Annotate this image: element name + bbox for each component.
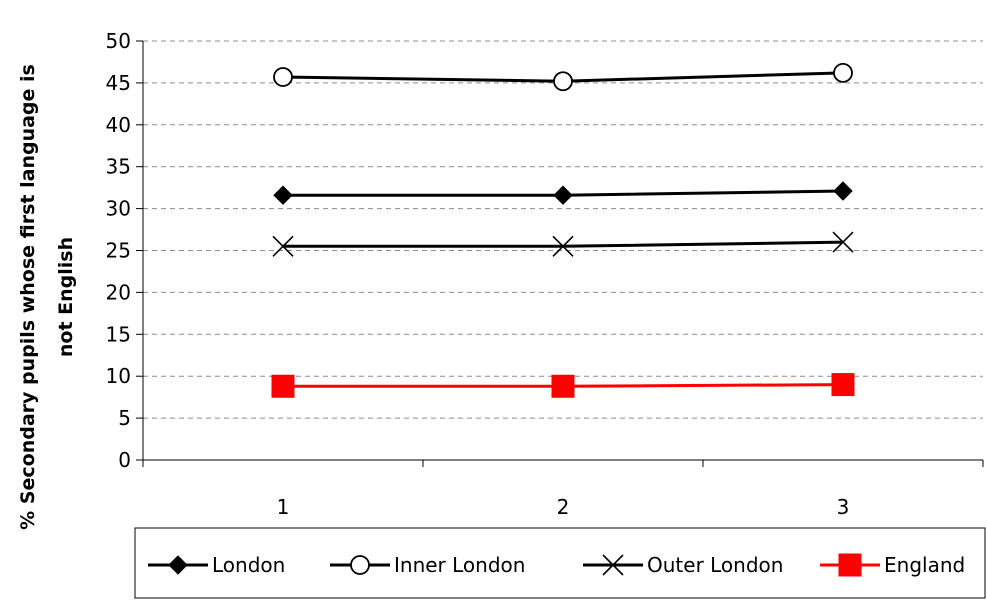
legend: London Inner London Outer London England [134, 527, 986, 599]
y-tick-label: 25 [106, 239, 131, 263]
y-tick-label: 45 [106, 71, 131, 95]
series-lines [271, 62, 855, 398]
data-point-circle [350, 555, 370, 575]
x-tick-label: 3 [837, 495, 850, 519]
data-point-x [552, 235, 574, 257]
data-point-circle [553, 71, 573, 92]
x-tick-label: 2 [557, 495, 570, 519]
legend-item: Inner London [330, 553, 525, 577]
y-tick-label: 0 [118, 448, 131, 472]
series-outer-london [272, 231, 854, 257]
y-axis-label-line-2: not English [55, 237, 77, 357]
data-point-diamond [553, 185, 573, 205]
data-point-diamond [273, 185, 293, 205]
data-point-square [838, 553, 862, 577]
legend-item: England [820, 553, 965, 577]
data-point-square [831, 373, 855, 397]
data-point-diamond [168, 555, 188, 575]
series-inner-london [273, 62, 853, 92]
y-tick-label: 5 [118, 406, 131, 430]
legend-label: Inner London [394, 553, 525, 577]
legend-label: Outer London [647, 553, 783, 577]
data-point-x [832, 231, 854, 253]
y-axis-label-line-1: % Secondary pupils whose first language … [17, 64, 39, 530]
y-tick-label: 30 [106, 197, 131, 221]
series-london [273, 181, 853, 205]
data-point-circle [833, 62, 853, 83]
y-tick-label: 40 [106, 113, 131, 137]
gridlines [143, 40, 983, 419]
legend-item: Outer London [583, 553, 783, 577]
x-tick-label: 1 [277, 495, 290, 519]
y-tick-labels: 0 5 10 15 20 25 30 35 40 45 50 [106, 29, 131, 472]
data-point-x [602, 554, 624, 576]
series-england [271, 373, 855, 398]
data-point-x [272, 235, 294, 257]
x-tick-labels: 1 2 3 [277, 495, 850, 519]
data-point-diamond [833, 181, 853, 201]
y-tick-label: 15 [106, 322, 131, 346]
legend-label: London [212, 553, 285, 577]
y-tick-label: 50 [106, 29, 131, 53]
axes [136, 40, 984, 467]
legend-label: England [884, 553, 965, 577]
data-point-square [551, 374, 575, 398]
data-point-circle [273, 67, 293, 87]
y-tick-label: 10 [106, 364, 131, 388]
data-point-square [271, 374, 295, 398]
legend-item: London [148, 553, 285, 577]
y-tick-label: 35 [106, 155, 131, 179]
y-tick-label: 20 [106, 280, 131, 304]
